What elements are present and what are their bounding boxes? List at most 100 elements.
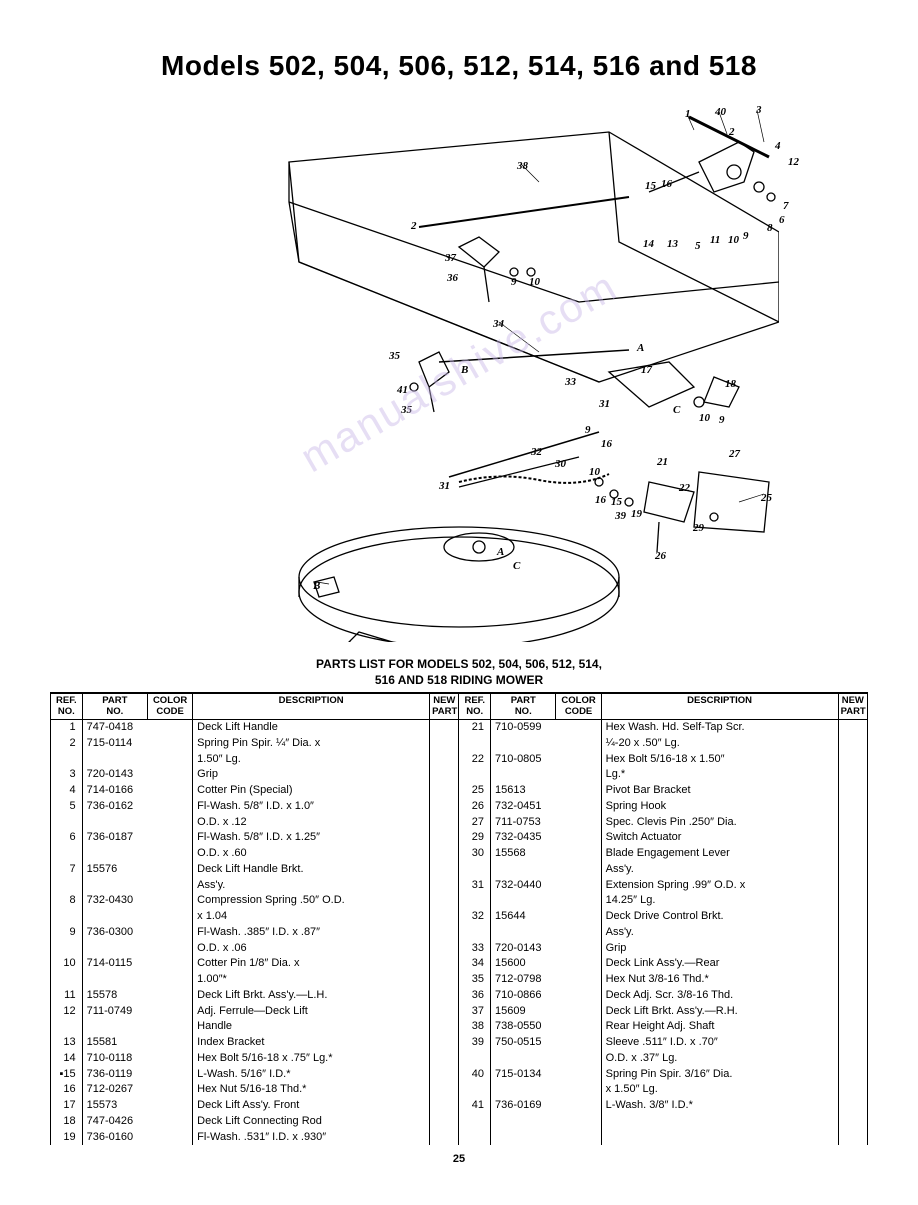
cell-color xyxy=(148,1082,193,1098)
cell-part: 15644 xyxy=(491,909,556,925)
cell-ref: 33 xyxy=(459,941,491,957)
hdr-new-l: NEWPART xyxy=(430,694,459,720)
cell-new xyxy=(430,972,459,988)
cell-new xyxy=(430,956,459,972)
cell-desc xyxy=(601,1114,838,1130)
cell-new xyxy=(430,1114,459,1130)
cell-color xyxy=(556,1051,601,1067)
cell-color xyxy=(148,783,193,799)
cell-new xyxy=(430,988,459,1004)
cell-desc: Fl-Wash. 5/8″ I.D. x 1.25″ xyxy=(193,830,430,846)
cell-new xyxy=(838,1019,867,1035)
cell-new xyxy=(430,1098,459,1114)
cell-desc: Adj. Ferrule—Deck Lift xyxy=(193,1004,430,1020)
diagram-callout: 25 xyxy=(761,492,772,504)
cell-new xyxy=(838,893,867,909)
cell-color xyxy=(148,862,193,878)
cell-part: 747-0426 xyxy=(82,1114,147,1130)
hdr-new-r: NEWPART xyxy=(838,694,867,720)
cell-part: 732-0430 xyxy=(82,893,147,909)
cell-part: 736-0162 xyxy=(82,799,147,815)
hdr-desc-r: DESCRIPTION xyxy=(601,694,838,720)
cell-part: 720-0143 xyxy=(491,941,556,957)
cell-new xyxy=(430,862,459,878)
cell-ref xyxy=(459,1130,491,1146)
cell-new xyxy=(430,720,459,736)
cell-desc: Deck Lift Handle xyxy=(193,720,430,736)
cell-new xyxy=(838,752,867,768)
diagram-callout: 11 xyxy=(710,234,720,246)
diagram-callout: 9 xyxy=(585,424,591,436)
table-row: 1747-0418Deck Lift Handle21710-0599Hex W… xyxy=(51,720,868,736)
cell-new xyxy=(838,925,867,941)
hdr-color-l: COLORCODE xyxy=(148,694,193,720)
cell-part xyxy=(82,1019,147,1035)
diagram-callout: A xyxy=(497,546,504,558)
cell-color xyxy=(148,767,193,783)
cell-desc: Handle xyxy=(193,1019,430,1035)
cell-desc: Index Bracket xyxy=(193,1035,430,1051)
diagram-callout: 16 xyxy=(661,178,672,190)
cell-color xyxy=(148,1004,193,1020)
cell-color xyxy=(556,736,601,752)
diagram-callout: 33 xyxy=(565,376,576,388)
cell-new xyxy=(430,878,459,894)
cell-part: 732-0435 xyxy=(491,830,556,846)
parts-table: REF.NO. PARTNO. COLORCODE DESCRIPTION NE… xyxy=(50,693,868,1145)
cell-desc: Deck Lift Brkt. Ass'y.—L.H. xyxy=(193,988,430,1004)
cell-ref: 29 xyxy=(459,830,491,846)
cell-new xyxy=(430,815,459,831)
cell-part: 736-0119 xyxy=(82,1067,147,1083)
cell-color xyxy=(148,925,193,941)
cell-desc: Hex Wash. Hd. Self-Tap Scr. xyxy=(601,720,838,736)
cell-ref: 7 xyxy=(51,862,83,878)
diagram-callout: C xyxy=(673,404,680,416)
cell-new xyxy=(430,941,459,957)
table-row: O.D. x .0633720-0143Grip xyxy=(51,941,868,957)
cell-desc: Sleeve .511″ I.D. x .70″ xyxy=(601,1035,838,1051)
diagram-callout: 34 xyxy=(493,318,504,330)
cell-part: 715-0134 xyxy=(491,1067,556,1083)
diagram-svg xyxy=(139,102,779,642)
hdr-part-l: PARTNO. xyxy=(82,694,147,720)
table-row: 1.50″ Lg.22710-0805Hex Bolt 5/16-18 x 1.… xyxy=(51,752,868,768)
cell-color xyxy=(556,799,601,815)
cell-part: 736-0169 xyxy=(491,1098,556,1114)
cell-ref xyxy=(51,941,83,957)
cell-desc: 1.00″* xyxy=(193,972,430,988)
cell-color xyxy=(148,988,193,1004)
diagram-callout: 37 xyxy=(445,252,456,264)
table-row: 12711-0749Adj. Ferrule—Deck Lift3715609D… xyxy=(51,1004,868,1020)
cell-part xyxy=(82,878,147,894)
cell-desc: Deck Lift Handle Brkt. xyxy=(193,862,430,878)
cell-ref: 16 xyxy=(51,1082,83,1098)
diagram-callout: 4 xyxy=(775,140,781,152)
table-row: 16712-0267Hex Nut 5/16-18 Thd.* x 1.50″ … xyxy=(51,1082,868,1098)
cell-ref: 18 xyxy=(51,1114,83,1130)
cell-desc: Deck Adj. Scr. 3/8-16 Thd. xyxy=(601,988,838,1004)
cell-color xyxy=(148,956,193,972)
cell-desc: Spring Hook xyxy=(601,799,838,815)
cell-desc: Cotter Pin 1/8″ Dia. x xyxy=(193,956,430,972)
table-row: 1315581Index Bracket39750-0515Sleeve .51… xyxy=(51,1035,868,1051)
diagram-callout: 10 xyxy=(589,466,600,478)
cell-ref xyxy=(51,878,83,894)
cell-ref xyxy=(459,767,491,783)
cell-color xyxy=(556,783,601,799)
cell-desc: Spec. Clevis Pin .250″ Dia. xyxy=(601,815,838,831)
cell-ref xyxy=(51,909,83,925)
cell-desc: Ass'y. xyxy=(601,925,838,941)
cell-color xyxy=(148,736,193,752)
cell-color xyxy=(148,720,193,736)
diagram-callout: 38 xyxy=(517,160,528,172)
diagram-callout: 16 xyxy=(595,494,606,506)
cell-ref: 35 xyxy=(459,972,491,988)
cell-new xyxy=(838,830,867,846)
cell-color xyxy=(148,846,193,862)
cell-color xyxy=(556,956,601,972)
diagram-callout: 3 xyxy=(756,104,762,116)
hdr-color-r: COLORCODE xyxy=(556,694,601,720)
cell-ref: 30 xyxy=(459,846,491,862)
cell-color xyxy=(148,1098,193,1114)
cell-color xyxy=(556,893,601,909)
